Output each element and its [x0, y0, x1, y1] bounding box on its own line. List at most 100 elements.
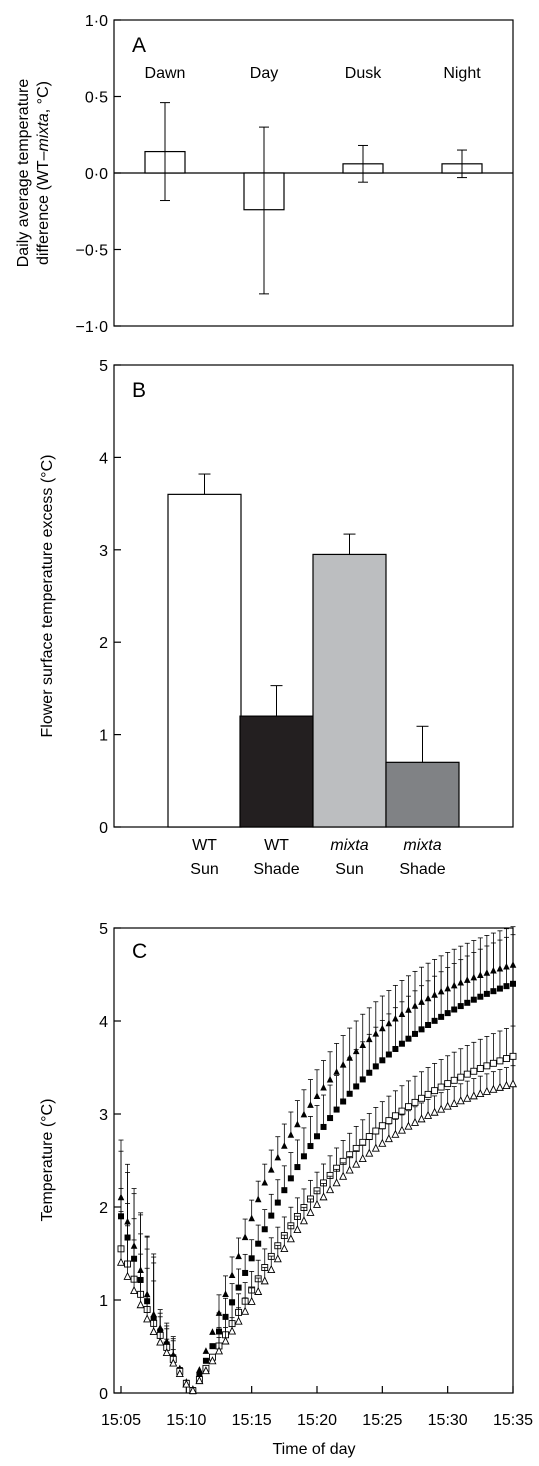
panel-c-point [483, 990, 490, 997]
panel-c-point [444, 1080, 452, 1088]
panel-c-ytick-label: 3 [99, 1107, 108, 1124]
panel-c-point [294, 1120, 301, 1128]
panel-c-point [255, 1240, 262, 1247]
panel-c-point [365, 1133, 373, 1141]
panel-c-point [281, 1142, 288, 1149]
panel-c-point [293, 1224, 302, 1234]
panel-a-category-label: Dusk [345, 65, 382, 82]
panel-c-point [254, 1286, 263, 1295]
panel-c-point [228, 1326, 237, 1335]
panel-a-category-labels: Dawn Day Dusk Night [145, 65, 482, 82]
panel-a-ytick-label: 0·5 [85, 90, 108, 107]
panel-c-point [444, 1010, 451, 1017]
panel-c-point [156, 1337, 165, 1346]
panel-c-point [320, 1123, 327, 1130]
panel-c-point [431, 1087, 439, 1095]
panel-c-point [248, 1255, 255, 1262]
panel-b-ytick-label: 4 [99, 450, 108, 467]
panel-c-point [149, 1326, 158, 1336]
panel-c-point [235, 1252, 242, 1260]
panel-a-ylabel-line2: difference (WT–mixta, °C) [35, 81, 52, 265]
panel-c-point [299, 1216, 308, 1225]
panel-c-point [268, 1212, 275, 1219]
panel-c-point [358, 1153, 367, 1163]
panel-c-xtick-label: 15:05 [101, 1412, 141, 1429]
panel-c-point [503, 1055, 510, 1063]
panel-c-point [267, 1166, 275, 1173]
panel-c-point [392, 1045, 399, 1052]
panel-c-point [241, 1233, 249, 1241]
panel-c-point [314, 1133, 320, 1140]
panel-c-point [496, 1057, 504, 1065]
panel-c-point [228, 1271, 236, 1279]
panel-c-point [307, 1143, 314, 1150]
panel-c-point [489, 1059, 497, 1067]
panel-c-point [372, 1127, 380, 1135]
panel-c-xlabel: Time of day [273, 1441, 356, 1458]
panel-c-point [412, 1030, 418, 1037]
panel-c-point [372, 1063, 379, 1070]
panel-c-point [438, 1013, 445, 1020]
panel-c-point [411, 1098, 419, 1106]
panel-c-point [398, 1040, 405, 1047]
panel-c-point [306, 1207, 315, 1216]
panel-c-point [339, 1171, 348, 1180]
panel-c-point [287, 1175, 294, 1182]
panel-c-point [254, 1195, 262, 1203]
panel-c-point [332, 1178, 341, 1187]
panel-c-point [385, 1117, 393, 1125]
panel-c-point [274, 1153, 282, 1161]
panel-c-point [366, 1069, 373, 1076]
panel-c-xtick-label: 15:35 [493, 1412, 533, 1429]
panel-b-category-label: Sun [335, 861, 363, 878]
panel-c-point [143, 1314, 152, 1323]
panel-c-point [333, 1068, 340, 1075]
panel-c-point [229, 1299, 236, 1306]
panel-c-point [267, 1264, 276, 1274]
panel-a-ytick-label: 0·0 [85, 166, 108, 183]
panel-c-point [495, 1082, 504, 1091]
panel-b-category-label: WT [192, 837, 217, 854]
panel-b-y-ticks: 0 1 2 3 4 5 [99, 358, 121, 837]
panel-c-point [371, 1143, 380, 1152]
panel-c-point [464, 999, 471, 1006]
panel-b-ytick-label: 2 [99, 635, 108, 652]
panel-c-point [378, 1138, 387, 1147]
panel-c-point [430, 1107, 439, 1116]
panel-b-bars [167, 473, 460, 828]
panel-c-point [353, 1083, 360, 1090]
panel-a-bars [144, 102, 483, 295]
panel-c-point [470, 996, 477, 1003]
panel-b-ytick-label: 3 [99, 543, 108, 560]
panel-c-point [196, 1372, 203, 1379]
panel-c-point [352, 1159, 361, 1168]
panel-c-point [327, 1115, 334, 1122]
panel-c-point [437, 1104, 446, 1113]
panel-b-category-label: WT [264, 837, 289, 854]
panel-c-point [241, 1306, 250, 1315]
panel-c-point [209, 1343, 216, 1350]
panel-c-point [307, 1101, 314, 1108]
panel-c-point [405, 1103, 412, 1111]
panel-c-point [300, 1110, 308, 1118]
panel-c-letter: C [132, 940, 147, 963]
panel-c-series-filled-triangle [117, 926, 517, 1392]
panel-c-point [496, 985, 503, 992]
panel-c-point [443, 1101, 452, 1110]
panel-c-point [410, 1117, 420, 1126]
panel-c-point [391, 1112, 399, 1120]
panel-c-point [235, 1284, 242, 1291]
panel-c-xtick-label: 15:30 [428, 1412, 468, 1429]
panel-c-point [248, 1214, 255, 1222]
panel-c-point [509, 1052, 517, 1060]
panel-a-ytick-label: 1·0 [85, 13, 108, 30]
panel-b-ytick-label: 0 [99, 820, 108, 837]
panel-c-point [346, 1054, 353, 1061]
panel-c-point [261, 1226, 268, 1233]
panel-c-point [312, 1199, 322, 1208]
panel-c-point [123, 1271, 132, 1280]
panel-c-point [346, 1090, 353, 1097]
panel-c-xtick-label: 15:25 [362, 1412, 402, 1429]
panel-c-point [476, 1088, 485, 1098]
panel-c-point [182, 1379, 191, 1388]
